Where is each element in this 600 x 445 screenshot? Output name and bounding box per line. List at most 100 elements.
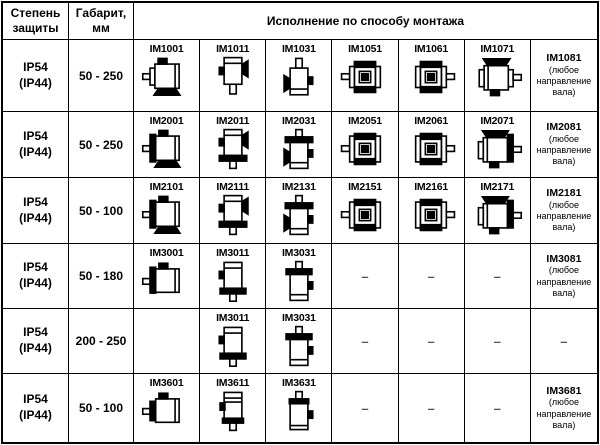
protection-cell: IP54 (IP44)	[3, 309, 69, 374]
dash: –	[560, 333, 568, 349]
dash: –	[427, 268, 435, 284]
motor-flange-end-shaft-right-icon	[405, 194, 457, 236]
im-cell: IM1011	[200, 40, 267, 112]
im-label: IM2111	[216, 181, 250, 193]
dash-cell: –	[332, 374, 399, 442]
motor-flange-end-shaft-right-icon	[405, 128, 457, 170]
shaft-direction-note: (любое направление вала)	[536, 265, 592, 298]
size-cell: 50 - 180	[69, 244, 134, 309]
motor-flange-foot-shaft-up-icon	[273, 194, 325, 236]
motor-end-shaft-left-icon	[339, 56, 391, 98]
size-cell: 200 - 250	[69, 309, 134, 374]
dash-cell: –	[464, 309, 531, 374]
shaft-direction-note: (любое направление вала)	[536, 133, 592, 167]
size-cell: 50 - 250	[69, 112, 134, 178]
header-size: Габарит, мм	[69, 3, 134, 40]
im-cell: IM2051	[332, 112, 399, 178]
motor-flange-foot-shaft-left-icon	[141, 194, 193, 236]
dash: –	[427, 400, 435, 416]
shaft-direction-note: (любое направление вала)	[536, 64, 592, 98]
im-cell: IM2011	[200, 112, 267, 178]
im-cell: IM3631	[266, 374, 333, 442]
im-cell: IM3011	[200, 309, 267, 374]
protection-cell: IP54 (IP44)	[3, 112, 69, 178]
motor-flange-shaft-down-icon	[207, 260, 259, 303]
dash-cell: –	[399, 374, 465, 442]
im-cell: IM2031	[266, 112, 333, 178]
motor-face-shaft-down-icon	[207, 390, 259, 432]
dash: –	[361, 333, 369, 349]
im-cell: IM1001	[134, 40, 201, 112]
dash: –	[493, 333, 501, 349]
protection-cell: IP54 (IP44)	[3, 178, 69, 244]
im-label: IM1071	[480, 43, 515, 55]
im-label: IM2081	[546, 121, 582, 134]
motor-flange-end-shaft-left-icon	[339, 194, 391, 236]
im-cell: IM3611	[200, 374, 267, 442]
im-cell: IM3001	[134, 244, 201, 309]
im-cell: IM1061	[398, 40, 465, 112]
im-cell: IM2131	[266, 178, 333, 244]
dash: –	[493, 268, 501, 284]
im-label: IM2071	[480, 115, 515, 127]
im-cell: IM3011	[200, 244, 267, 309]
protection-line: IP54	[23, 260, 48, 275]
protection-line: IP54	[23, 194, 48, 209]
im-label: IM2051	[348, 115, 382, 127]
im-cell: IM3031	[266, 244, 333, 309]
motor-foot-top-shaft-right-icon	[471, 56, 523, 98]
motor-flange-shaft-up-icon	[273, 325, 325, 367]
im-cell: IM3031	[266, 309, 333, 374]
protection-line: (IP44)	[19, 75, 52, 90]
im-label: IM3031	[281, 247, 316, 259]
im-label: IM3011	[216, 247, 250, 259]
dash-cell: –	[464, 244, 531, 309]
im-label: IM2161	[414, 181, 449, 193]
im-label: IM3611	[216, 377, 250, 389]
im-label: IM3601	[149, 377, 184, 389]
protection-cell: IP54 (IP44)	[3, 244, 69, 309]
motor-face-shaft-up-icon	[273, 390, 325, 432]
protection-line: (IP44)	[19, 144, 52, 159]
motor-flange-foot-shaft-left-icon	[141, 128, 193, 170]
im-note-cell: IM3081 (любое направление вала)	[530, 244, 597, 309]
motor-flange-shaft-left-icon	[141, 260, 193, 302]
im-cell: IM2061	[398, 112, 465, 178]
shaft-direction-note: (любое направление вала)	[536, 199, 592, 233]
im-cell: IM1071	[464, 40, 531, 112]
im-label: IM2181	[546, 187, 582, 200]
im-cell: IM2001	[134, 112, 201, 178]
motor-face-shaft-left-icon	[141, 390, 193, 432]
im-cell: IM1031	[266, 40, 333, 112]
size-cell: 50 - 100	[69, 178, 134, 244]
motor-foot-shaft-up-icon	[273, 56, 325, 98]
motor-flange-shaft-down-icon	[207, 325, 259, 368]
motor-foot-shaft-down-icon	[207, 56, 259, 98]
im-cell: IM1051	[332, 40, 399, 112]
protection-cell: IP54 (IP44)	[3, 40, 69, 112]
dash-cell: –	[530, 309, 597, 374]
im-label: IM3631	[281, 377, 316, 389]
im-label: IM2171	[480, 181, 515, 193]
motor-flange-end-shaft-left-icon	[339, 128, 391, 170]
im-label: IM3031	[281, 312, 316, 324]
empty-cell	[134, 309, 201, 374]
dash: –	[427, 333, 435, 349]
im-label: IM1011	[216, 43, 250, 55]
motor-flange-foot-top-shaft-right-icon	[471, 128, 523, 170]
im-label: IM2101	[149, 181, 184, 193]
protection-line: (IP44)	[19, 276, 52, 290]
protection-line: IP54	[23, 59, 48, 74]
protection-cell: IP54 (IP44)	[3, 374, 69, 442]
protection-line: (IP44)	[19, 408, 52, 422]
dash-cell: –	[465, 374, 531, 442]
shaft-direction-note: (любое направление вала)	[536, 397, 592, 430]
im-cell: IM2161	[398, 178, 465, 244]
im-label: IM2001	[149, 115, 184, 127]
im-label: IM2151	[348, 181, 382, 193]
im-label: IM1001	[149, 43, 184, 55]
im-label: IM1081	[546, 52, 582, 65]
im-label: IM2131	[281, 181, 316, 193]
size-cell: 50 - 250	[69, 40, 134, 112]
